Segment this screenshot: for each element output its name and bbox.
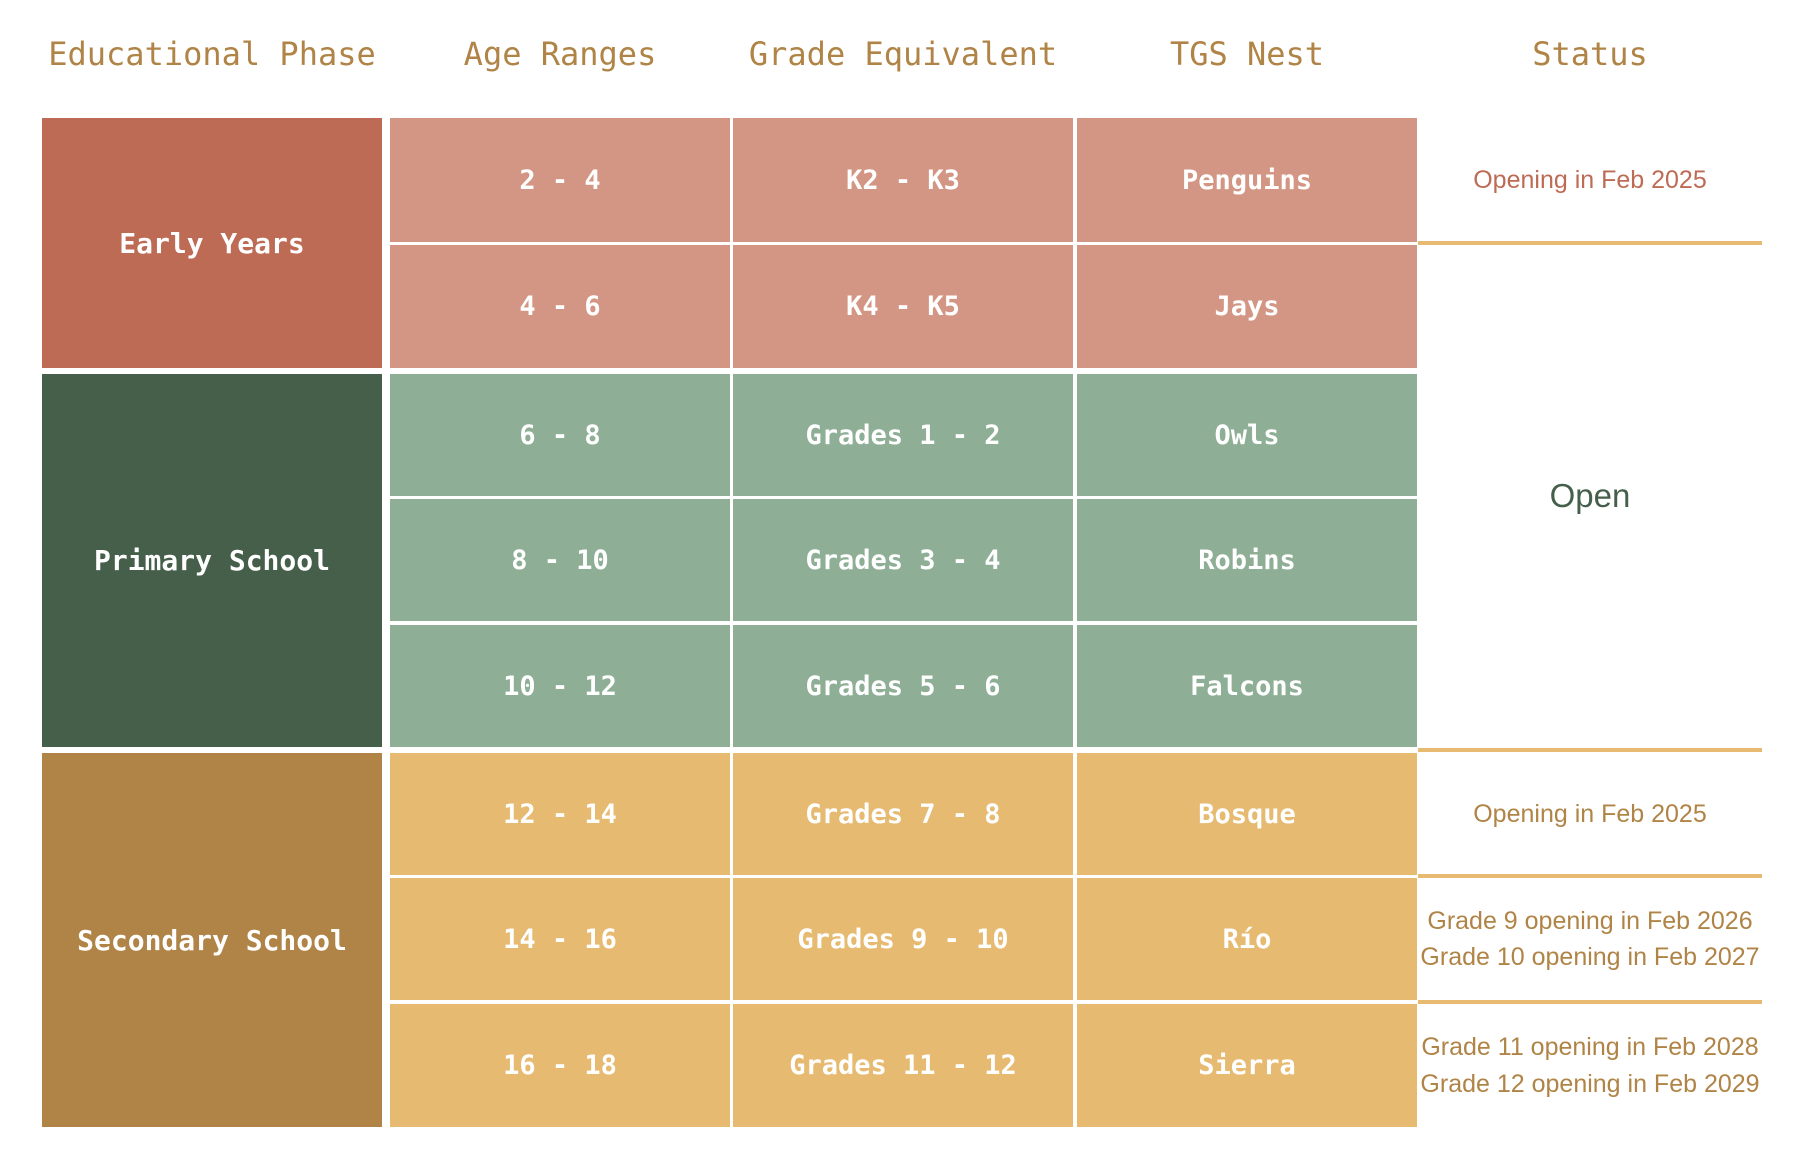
status-grade10-text: Grade 10 opening in Feb 2027: [1420, 943, 1760, 971]
nest-cell: Penguins: [1077, 118, 1417, 242]
age-cell: 10 - 12: [390, 625, 730, 747]
nest-cell: Sierra: [1077, 1004, 1417, 1127]
status-grades-9-10: Grade 9 opening in Feb 2026 Grade 10 ope…: [1418, 878, 1762, 1000]
header-status: Status: [1532, 35, 1648, 73]
status-divider: [1418, 748, 1762, 752]
status-divider: [1418, 1000, 1762, 1004]
age-cell: 8 - 10: [390, 499, 730, 621]
age-cell: 12 - 14: [390, 753, 730, 875]
status-early-opening-text: Opening in Feb 2025: [1473, 165, 1707, 194]
header-grade-equivalent: Grade Equivalent: [748, 35, 1058, 73]
status-grade9-text: Grade 9 opening in Feb 2026: [1427, 906, 1753, 935]
status-secondary-opening-text: Opening in Feb 2025: [1473, 799, 1707, 828]
grade-cell: Grades 11 - 12: [733, 1004, 1073, 1127]
age-cell: 16 - 18: [390, 1004, 730, 1127]
grade-cell: Grades 7 - 8: [733, 753, 1073, 875]
status-open-text: Open: [1549, 477, 1631, 515]
nest-cell: Robins: [1077, 499, 1417, 621]
age-cell: 2 - 4: [390, 118, 730, 242]
nest-cell: Falcons: [1077, 625, 1417, 747]
grade-cell: Grades 5 - 6: [733, 625, 1073, 747]
age-cell: 4 - 6: [390, 245, 730, 368]
status-grade12-text: Grade 12 opening in Feb 2029: [1420, 1069, 1760, 1098]
nest-cell: Río: [1077, 878, 1417, 1000]
grade-cell: Grades 9 - 10: [733, 878, 1073, 1000]
phase-primary-school: Primary School: [42, 374, 382, 747]
age-cell: 6 - 8: [390, 374, 730, 496]
status-grade11-text: Grade 11 opening in Feb 2028: [1421, 1033, 1759, 1062]
grade-cell: Grades 1 - 2: [733, 374, 1073, 496]
grade-cell: K2 - K3: [733, 118, 1073, 242]
nest-cell: Bosque: [1077, 753, 1417, 875]
phase-secondary-school: Secondary School: [42, 753, 382, 1127]
age-cell: 14 - 16: [390, 878, 730, 1000]
nest-cell: Jays: [1077, 245, 1417, 368]
nest-cell: Owls: [1077, 374, 1417, 496]
grade-cell: K4 - K5: [733, 245, 1073, 368]
status-open: Open: [1418, 245, 1762, 747]
header-age-ranges: Age Ranges: [463, 35, 657, 73]
status-early-opening: Opening in Feb 2025: [1418, 118, 1762, 242]
status-divider: [1418, 874, 1762, 878]
grade-cell: Grades 3 - 4: [733, 499, 1073, 621]
status-divider: [1418, 241, 1762, 245]
header-tgs-nest: TGS Nest: [1169, 35, 1325, 73]
status-grades-11-12: Grade 11 opening in Feb 2028 Grade 12 op…: [1418, 1004, 1762, 1127]
phase-early-years: Early Years: [42, 118, 382, 368]
header-educational-phase: Educational Phase: [48, 35, 376, 73]
status-secondary-opening: Opening in Feb 2025: [1418, 753, 1762, 875]
